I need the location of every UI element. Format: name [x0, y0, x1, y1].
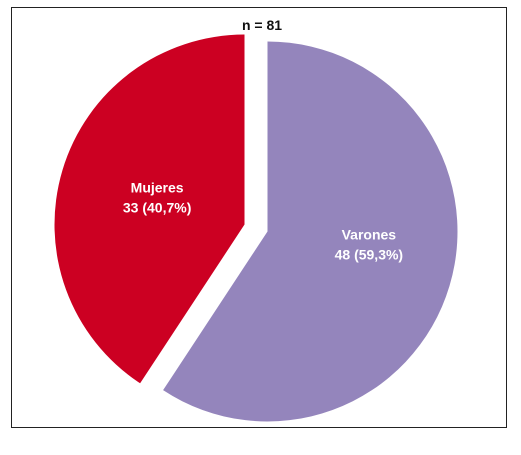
chart-frame: [11, 7, 507, 428]
slice-label-mujeres: Mujeres: [131, 179, 184, 195]
pie-slice-mujeres: [54, 34, 245, 384]
slice-value-mujeres: 33 (40,7%): [123, 199, 191, 215]
chart-title: n = 81: [242, 17, 282, 33]
pie-slices: [54, 34, 458, 422]
slice-label-varones: Varones: [342, 227, 397, 243]
pie-labels: Varones 48 (59,3%) Mujeres 33 (40,7%): [123, 179, 403, 262]
slice-value-varones: 48 (59,3%): [335, 247, 403, 263]
pie-slice-varones: [163, 41, 458, 422]
